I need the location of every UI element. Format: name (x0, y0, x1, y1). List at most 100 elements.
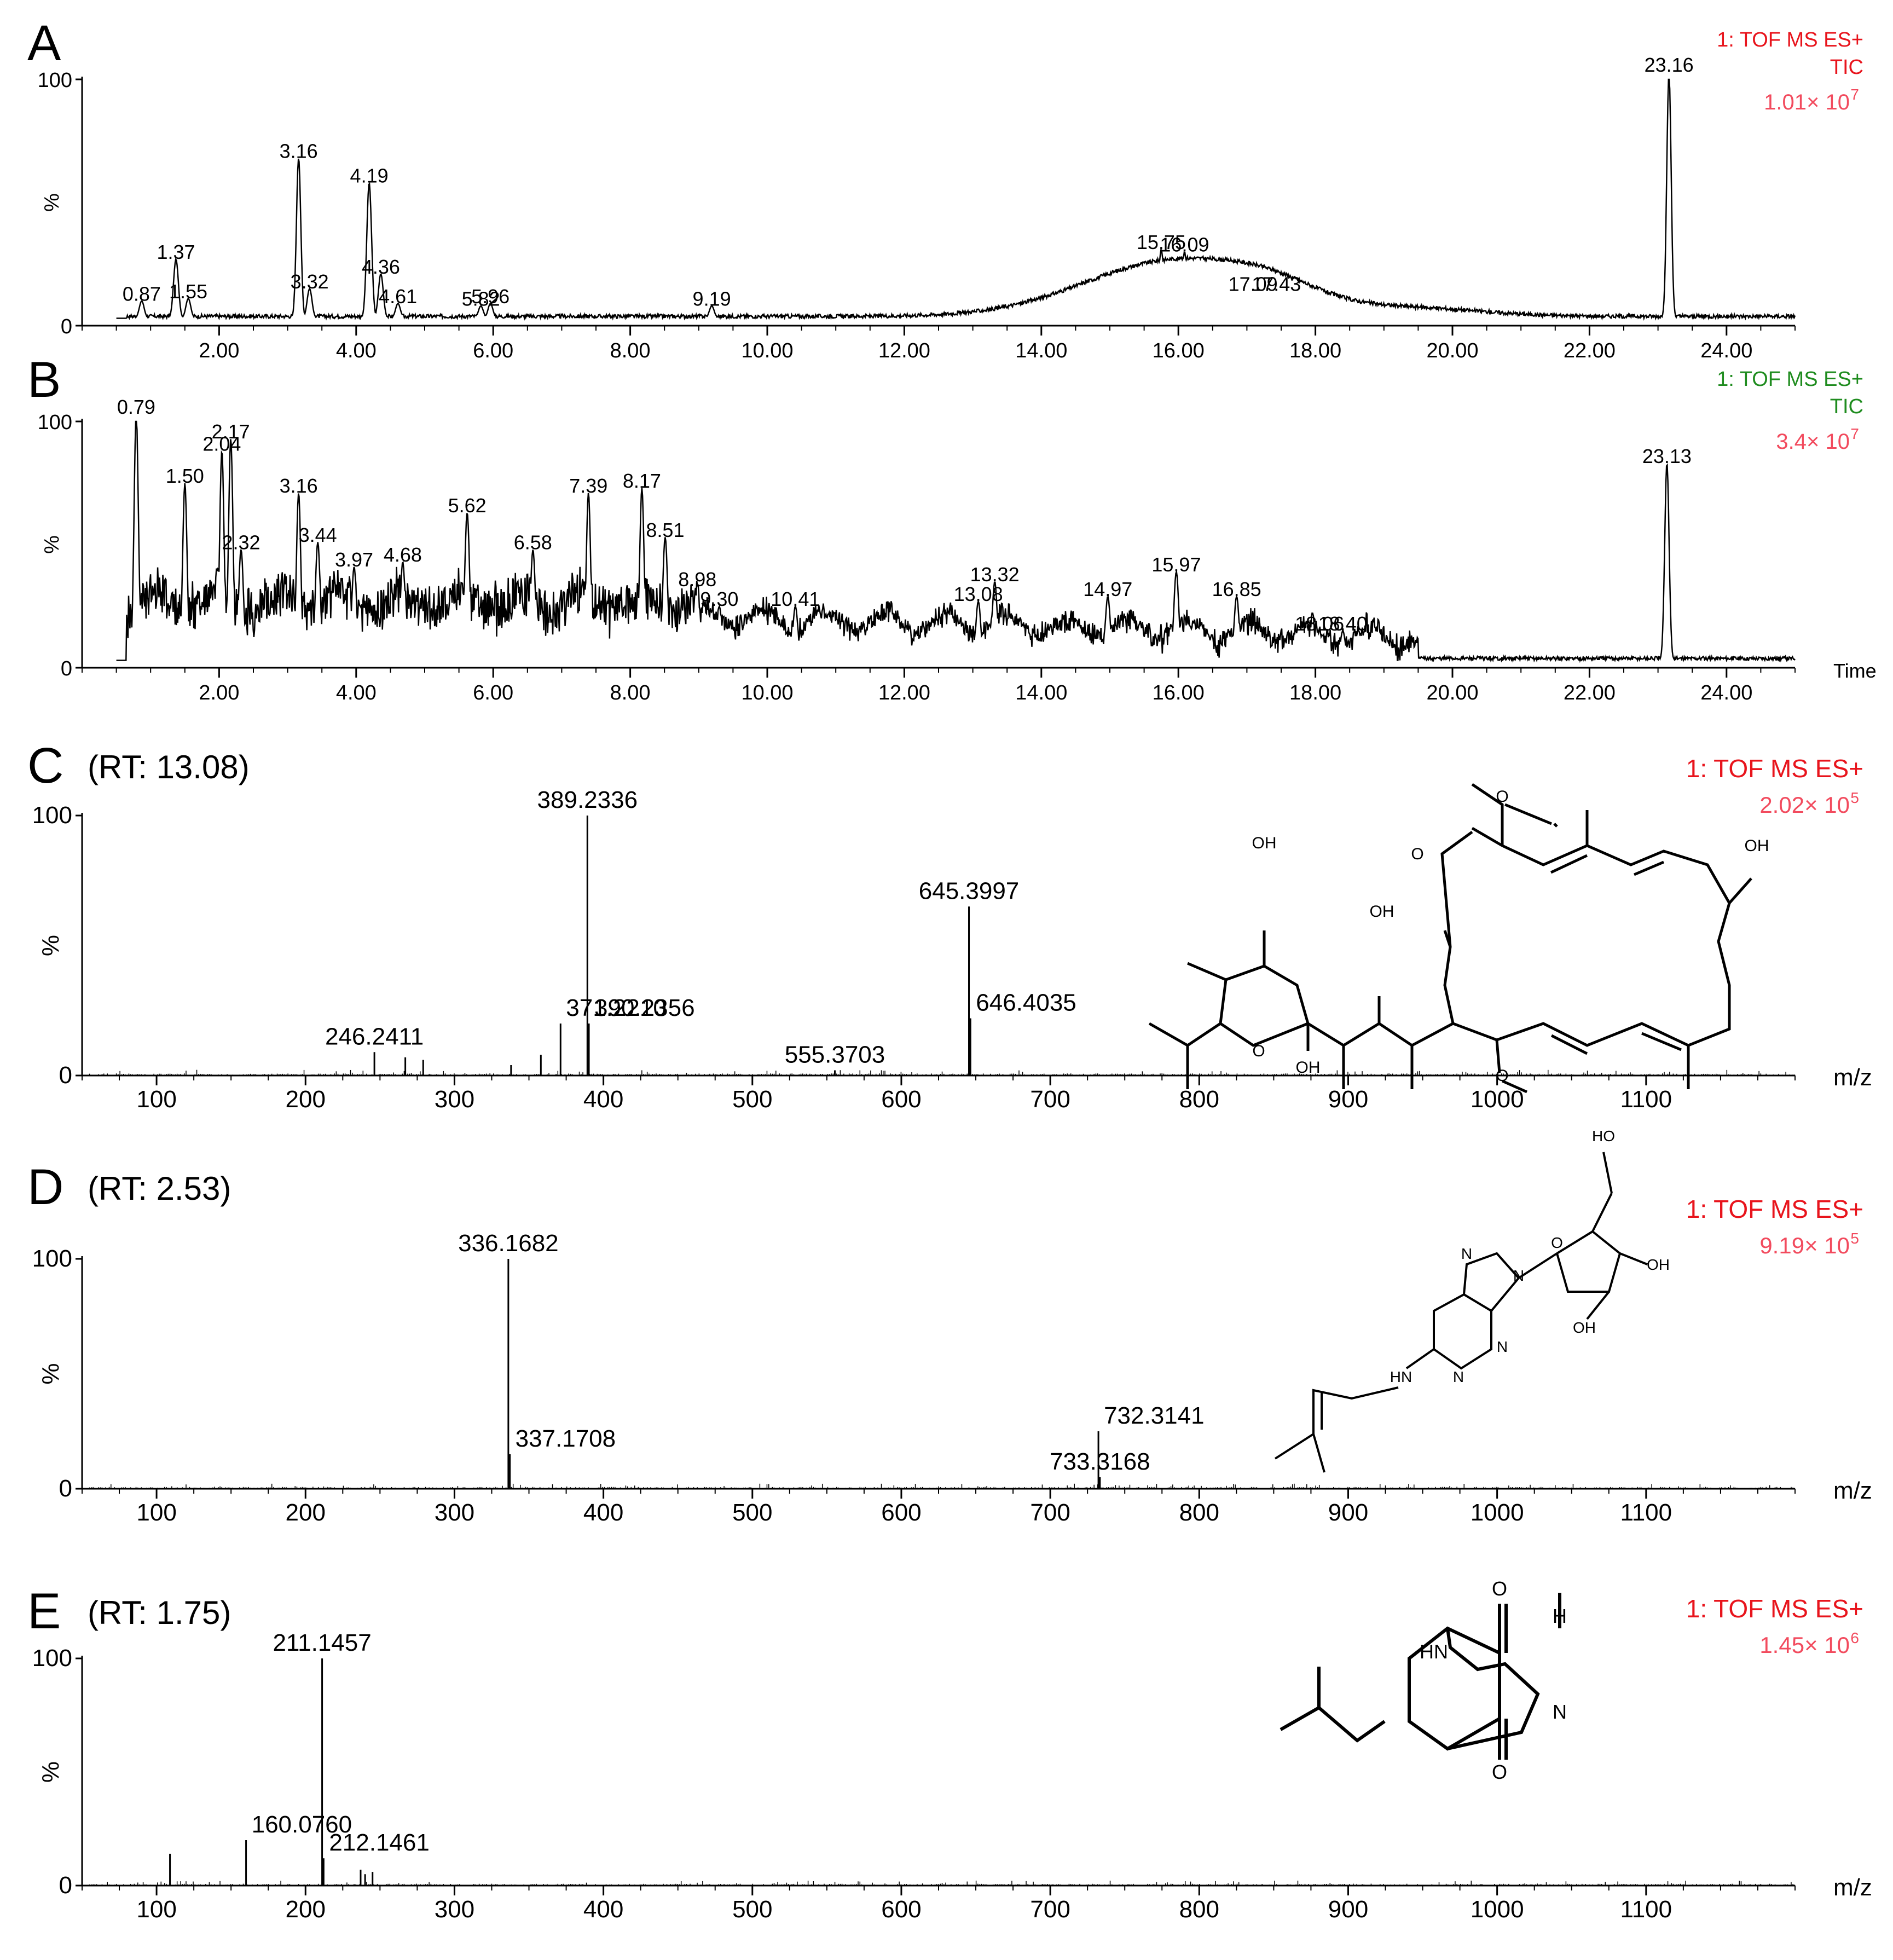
atom-label: O (1551, 1234, 1563, 1251)
x-tick-label: 500 (732, 1896, 772, 1923)
panel-b: B 1: TOF MS ES+ TIC 3.4× 10 7 0 100% 2.00 4.00 6.… (27, 352, 1877, 704)
y-tick-label: 100 (38, 69, 72, 92)
peak-label: 5.62 (448, 494, 487, 517)
structure-c-labels: OH OH OH OH O O O O (1252, 788, 1769, 1085)
peak-label: 3.16 (280, 140, 318, 163)
intensity-text: 1.45× 10 (1759, 1632, 1850, 1658)
peak-label: 646.4035 (976, 990, 1076, 1016)
peak-label: 336.1682 (458, 1230, 559, 1257)
x-tick-label: 24.00 (1700, 339, 1752, 362)
peak-label: 732.3141 (1104, 1402, 1205, 1429)
x-tick-label: 22.00 (1564, 339, 1616, 362)
peak-label: 10.41 (771, 588, 820, 610)
bond (1553, 823, 1558, 828)
x-tick-label: 600 (881, 1896, 921, 1923)
header-text: TIC (1830, 395, 1863, 418)
peak-label: 1.55 (169, 280, 207, 303)
y-tick-label: 100 (38, 411, 72, 434)
structure-e (1280, 1593, 1561, 1760)
x-tick-label: 24.00 (1700, 681, 1752, 704)
x-tick-label: 300 (435, 1896, 474, 1923)
x-tick-label: 600 (881, 1086, 921, 1113)
x-tick-label: 300 (435, 1086, 474, 1113)
purine-five (1462, 1252, 1520, 1313)
peak-label: 13.08 (954, 583, 1003, 605)
peak-label: 555.3703 (785, 1042, 885, 1068)
atom-label: N (1513, 1267, 1524, 1284)
atom-label: H (1553, 1605, 1567, 1627)
peak-label: 337.1708 (516, 1425, 616, 1452)
x-tick-label: 18.00 (1289, 339, 1341, 362)
double-bond (1634, 860, 1664, 876)
sugar-ring (1556, 1230, 1622, 1293)
y-tick-label: 0 (59, 1872, 72, 1899)
intensity-exponent: 5 (1850, 789, 1859, 806)
x-tick-label: 800 (1179, 1896, 1219, 1923)
x-tick-label: 900 (1328, 1086, 1368, 1113)
panel-letter: E (27, 1583, 61, 1639)
peak-label: 6.58 (514, 531, 552, 554)
isobutyl-chain (1280, 1667, 1386, 1743)
atom-label: HN (1420, 1640, 1448, 1663)
panel-subtitle: (RT: 1.75) (88, 1594, 231, 1631)
x-tick-label: 20.00 (1426, 339, 1478, 362)
header-text: 1: TOF MS ES+ (1686, 754, 1863, 783)
peak-label: 4.36 (362, 256, 400, 278)
header-text: TIC (1830, 56, 1863, 79)
x-tick-label: 800 (1179, 1499, 1219, 1526)
y-tick-label: 100 (32, 1245, 72, 1272)
intensity-text: 3.4× 10 (1776, 430, 1850, 454)
peak-label: 246.2411 (325, 1023, 424, 1050)
panel-c: C (RT: 13.08) 1: TOF MS ES+ 2.02× 10 5 0 100% 1… (27, 738, 1872, 1113)
peak-label: 371.2210 (566, 995, 667, 1021)
y-axis-label: % (37, 1761, 64, 1783)
bond (1148, 1022, 1189, 1047)
peak-label: 7.39 (569, 475, 607, 497)
peak-label: 0.79 (117, 396, 155, 418)
peak-label: 733.3168 (1050, 1448, 1150, 1475)
bond (1518, 1252, 1558, 1279)
peak-label: 1.50 (166, 465, 204, 487)
peak-label: 15.75 (1137, 231, 1186, 253)
structure-e-labels: O H HN N O (1420, 1577, 1567, 1783)
x-tick-label: 2.00 (199, 339, 239, 362)
peak-label: 9.30 (700, 588, 738, 610)
y-tick-label: 0 (59, 1062, 72, 1089)
panel-subtitle: (RT: 13.08) (88, 749, 250, 785)
x-axis-label: m/z (1833, 1477, 1872, 1504)
x-tick-label: 200 (286, 1896, 326, 1923)
structure-c (1148, 783, 1752, 1094)
bond (1591, 1193, 1613, 1232)
chain-bond (1307, 1022, 1454, 1047)
panel-d: D (RT: 2.53) 1: TOF MS ES+ 9.19× 10 5 0 100% 10… (27, 1159, 1872, 1526)
peak-label: 8.98 (678, 568, 716, 591)
x-tick-label: 300 (435, 1499, 474, 1526)
bond (1728, 877, 1752, 904)
peak-label: 4.68 (384, 544, 422, 566)
x-tick-label: 8.00 (610, 681, 651, 704)
chromatogram-trace (116, 78, 1796, 321)
bond (1187, 962, 1226, 981)
x-tick-label: 800 (1179, 1086, 1219, 1113)
peak-label: 23.13 (1642, 445, 1692, 467)
peak-label: 3.97 (335, 548, 373, 571)
x-tick-label: 1100 (1620, 1086, 1672, 1113)
intensity-text: 9.19× 10 (1759, 1233, 1850, 1258)
pyrrolidine (1446, 1628, 1540, 1750)
atom-label: OH (1296, 1059, 1321, 1077)
header-text: 1: TOF MS ES+ (1686, 1195, 1863, 1223)
y-axis-label: % (37, 935, 64, 956)
atom-label: HO (1592, 1128, 1615, 1144)
x-tick-label: 1100 (1620, 1499, 1672, 1526)
x-tick-label: 10.00 (741, 681, 793, 704)
atom-label: N (1461, 1245, 1472, 1262)
x-tick-label: 22.00 (1564, 681, 1616, 704)
x-tick-label: 600 (881, 1499, 921, 1526)
peak-label: 16.85 (1212, 578, 1261, 600)
peak-label: 160.0760 (252, 1811, 352, 1838)
x-tick-label: 1000 (1471, 1499, 1524, 1526)
atom-label: HN (1390, 1368, 1412, 1385)
chromatogram-trace (116, 420, 1796, 663)
x-tick-label: 1100 (1620, 1896, 1672, 1923)
